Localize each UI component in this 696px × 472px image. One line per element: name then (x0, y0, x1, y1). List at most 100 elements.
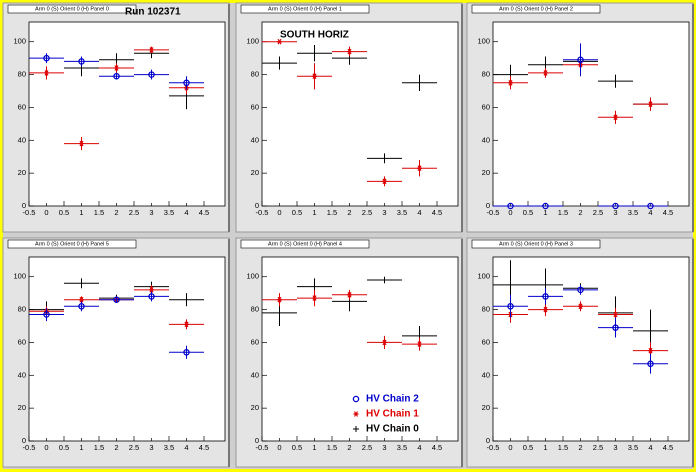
y-tick-label: 0 (22, 201, 26, 210)
marker-star (613, 114, 618, 121)
x-tick-label: 2.5 (593, 208, 603, 217)
x-tick-label: 4 (417, 443, 421, 452)
x-tick-label: 1 (543, 208, 547, 217)
marker-star (417, 165, 422, 172)
marker-star (149, 287, 154, 293)
marker-circle (612, 202, 619, 210)
y-tick-label: 60 (18, 337, 26, 346)
marker-circle (113, 72, 120, 80)
x-tick-label: 1.5 (94, 208, 104, 217)
x-tick-label: 0.5 (292, 443, 302, 452)
x-tick-label: 3 (613, 443, 617, 452)
y-tick-label: 40 (18, 135, 26, 144)
plot-frame (261, 21, 459, 207)
legend-label: HV Chain 0 (366, 424, 419, 435)
marker-circle (507, 202, 514, 210)
x-tick-label: 0.5 (523, 443, 533, 452)
x-tick-label: 3.5 (397, 208, 407, 217)
marker-star (613, 311, 618, 318)
x-tick-label: 1 (79, 208, 83, 217)
x-tick-label: 0 (44, 443, 48, 452)
y-tick-label: 40 (251, 370, 259, 379)
marker-star (347, 48, 352, 55)
y-tick-label: 80 (251, 70, 259, 79)
title-box (7, 4, 137, 14)
marker-circle (577, 286, 584, 294)
x-tick-label: 0.5 (59, 208, 69, 217)
x-tick-label: 3 (149, 443, 153, 452)
x-tick-label: -0.5 (256, 443, 269, 452)
marker-star (648, 347, 653, 354)
y-tick-label: 40 (482, 370, 490, 379)
x-tick-label: 3 (382, 208, 386, 217)
plot-frame (28, 256, 226, 442)
x-tick-label: 0 (508, 208, 512, 217)
x-tick-label: 4.5 (432, 443, 442, 452)
y-tick-label: 80 (251, 305, 259, 314)
y-tick-label: 40 (482, 135, 490, 144)
x-tick-label: 1 (543, 443, 547, 452)
x-tick-label: 3.5 (164, 208, 174, 217)
y-tick-label: 40 (18, 370, 26, 379)
marker-circle (577, 56, 584, 64)
marker-circle (647, 202, 654, 210)
x-tick-label: 1.5 (558, 208, 568, 217)
title-box (240, 239, 370, 249)
y-tick-label: 80 (18, 305, 26, 314)
marker-star (648, 101, 653, 107)
marker-circle (507, 303, 514, 310)
x-tick-label: 2 (114, 208, 118, 217)
x-tick-label: -0.5 (23, 208, 36, 217)
plot-frame (492, 256, 690, 442)
marker-circle (612, 324, 619, 331)
legend-marker (353, 426, 359, 432)
x-tick-label: 4 (184, 443, 188, 452)
marker-star (543, 306, 548, 313)
x-tick-label: 1 (312, 208, 316, 217)
x-tick-label: 2 (347, 208, 351, 217)
plot-frame (492, 21, 690, 207)
y-tick-label: 100 (246, 37, 259, 46)
y-tick-label: 60 (18, 102, 26, 111)
y-tick-label: 20 (482, 403, 490, 412)
marker-circle (78, 303, 85, 310)
x-tick-label: 2.5 (362, 443, 372, 452)
x-tick-label: -0.5 (487, 443, 500, 452)
x-tick-label: 4 (648, 443, 652, 452)
x-tick-label: 1.5 (558, 443, 568, 452)
x-tick-label: 2 (578, 208, 582, 217)
x-tick-label: 2.5 (129, 443, 139, 452)
marker-star (353, 411, 359, 417)
x-tick-label: 3 (613, 208, 617, 217)
x-tick-label: 3 (149, 208, 153, 217)
y-tick-label: 0 (255, 201, 259, 210)
panel-title: Arm 0 (S) Orient 0 (H) Panel 0 (35, 7, 109, 13)
y-tick-label: 0 (486, 201, 490, 210)
x-tick-label: 0 (277, 443, 281, 452)
annotation: SOUTH HORIZ (280, 30, 349, 41)
x-tick-label: 1 (79, 443, 83, 452)
panel-title: Arm 0 (S) Orient 0 (H) Panel 5 (35, 242, 109, 248)
marker-circle (647, 360, 654, 368)
x-tick-label: 2.5 (129, 208, 139, 217)
x-tick-label: -0.5 (23, 443, 36, 452)
x-tick-label: 3.5 (164, 443, 174, 452)
x-tick-label: 0 (44, 208, 48, 217)
marker-star (347, 291, 352, 298)
y-tick-label: 20 (251, 403, 259, 412)
y-tick-label: 60 (482, 102, 490, 111)
y-tick-label: 60 (482, 337, 490, 346)
marker-star (382, 339, 387, 346)
plot-frame (261, 256, 459, 442)
marker-star (508, 79, 513, 86)
y-tick-label: 20 (482, 168, 490, 177)
x-tick-label: 4.5 (199, 208, 209, 217)
y-tick-label: 60 (251, 102, 259, 111)
x-tick-label: 2.5 (362, 208, 372, 217)
x-tick-label: 3.5 (628, 443, 638, 452)
title-box (7, 239, 137, 249)
x-tick-label: 0 (508, 443, 512, 452)
y-tick-label: 0 (255, 436, 259, 445)
marker-star (79, 140, 84, 147)
